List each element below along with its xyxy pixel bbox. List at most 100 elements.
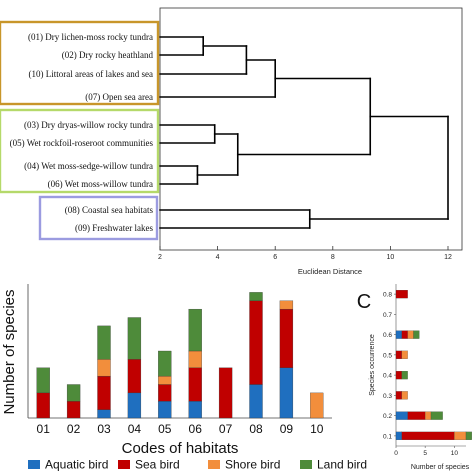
- dendrogram-leaf-label: (01) Dry lichen-moss rocky tundra: [28, 32, 153, 42]
- bar-segment: [158, 375, 172, 385]
- bar-segment: [218, 367, 233, 419]
- occurrence-bar-segment: [395, 391, 402, 400]
- occurrence-x-tick-label: 10: [451, 450, 459, 457]
- occurrence-y-tick-label: 0.4: [383, 373, 392, 380]
- legend-label: Aquatic bird: [45, 458, 108, 472]
- dendrogram-leaf-label: (09) Freshwater lakes: [75, 223, 153, 233]
- occurrence-bar-segment: [401, 391, 408, 400]
- bar-segment: [36, 367, 50, 394]
- occurrence-bar-segment: [413, 330, 420, 339]
- bar-segment: [97, 359, 111, 377]
- bar-x-tick-label: 09: [280, 422, 294, 436]
- bar-x-tick-label: 10: [310, 422, 324, 436]
- occurrence-bar-segment: [395, 431, 402, 440]
- bar-segment: [188, 308, 202, 352]
- panel-label: C: [357, 291, 371, 313]
- legend-swatch: [118, 460, 130, 469]
- bar-segment: [188, 401, 202, 419]
- bar-segment: [279, 367, 294, 419]
- bar-x-tick-label: 06: [189, 422, 203, 436]
- occurrence-bar-segment: [395, 371, 402, 380]
- occurrence-y-tick-label: 0.6: [383, 332, 392, 339]
- occurrence-y-axis-label: Species occurrence: [369, 334, 376, 396]
- occurrence-bar-segment: [425, 411, 432, 420]
- bar-segment: [188, 350, 202, 368]
- occurrence-bar-segment: [401, 330, 408, 339]
- bar-x-tick-label: 05: [158, 422, 172, 436]
- bar-segment: [279, 300, 294, 310]
- bar-segment: [249, 292, 263, 301]
- bar-x-tick-label: 08: [249, 422, 263, 436]
- occurrence-bar-segment: [401, 350, 408, 359]
- dendrogram-frame: [159, 7, 463, 251]
- bar-segment: [158, 384, 172, 402]
- occurrence-bar-segment: [430, 411, 443, 420]
- occurrence-x-tick-label: 5: [423, 450, 427, 457]
- dendrogram-leaf-label: (07) Open sea area: [85, 92, 153, 102]
- occurrence-bar-segment: [401, 371, 408, 380]
- bar-segment: [158, 350, 172, 377]
- occurrence-bar-segment: [395, 330, 402, 339]
- bar-segment: [127, 359, 142, 394]
- bar-segment: [97, 409, 111, 419]
- dendrogram-leaf-label: (04) Wet moss-sedge-willow tundra: [24, 161, 153, 171]
- legend-label: Land bird: [317, 458, 367, 472]
- occurrence-bar-segment: [395, 290, 408, 299]
- bar-x-axis-label: Codes of habitats: [122, 440, 239, 457]
- bar-x-tick-label: 02: [67, 422, 81, 436]
- dendrogram-leaf-label: (03) Dry dryas-willow rocky tundra: [24, 120, 153, 130]
- occurrence-y-tick-label: 0.8: [383, 292, 392, 299]
- occurrence-y-tick-label: 0.1: [383, 433, 392, 440]
- occurrence-y-tick-label: 0.3: [383, 393, 392, 400]
- dendrogram-x-tick-label: 4: [216, 254, 220, 261]
- bar-x-tick-label: 03: [97, 422, 111, 436]
- bar-x-tick-label: 07: [219, 422, 233, 436]
- occurrence-bar-segment: [401, 431, 455, 440]
- cluster-group-box: [0, 108, 160, 194]
- dendrogram-leaf-label: (05) Wet rockfoil-roseroot communities: [10, 138, 154, 148]
- legend-swatch: [300, 460, 312, 469]
- occurrence-y-tick-label: 0.5: [383, 352, 392, 359]
- occurrence-y-tick-label: 0.2: [383, 413, 392, 420]
- dendrogram-x-axis-label: Euclidean Distance: [298, 267, 362, 276]
- occurrence-bar-segment: [465, 431, 472, 440]
- bar-segment: [310, 392, 324, 419]
- bar-segment: [97, 325, 111, 360]
- legend-label: Sea bird: [135, 458, 180, 472]
- legend-swatch: [208, 460, 220, 469]
- bar-segment: [66, 401, 81, 419]
- dendrogram-leaf-label: (08) Coastal sea habitats: [65, 205, 154, 215]
- bar-segment: [97, 375, 111, 410]
- cluster-group-box: [0, 20, 160, 106]
- bar-x-tick-label: 01: [37, 422, 51, 436]
- cluster-group-box: [38, 195, 159, 241]
- bar-segment: [127, 392, 142, 419]
- dendrogram-x-tick-label: 10: [387, 254, 395, 261]
- dendrogram-leaf-label: (06) Wet moss-willow tundra: [48, 179, 153, 189]
- dendrogram-x-tick-label: 6: [273, 254, 277, 261]
- dendrogram-leaf-label: (10) Littoral areas of lakes and sea: [29, 69, 153, 79]
- bar-x-tick-label: 04: [128, 422, 142, 436]
- bar-segment: [66, 384, 81, 402]
- bar-segment: [188, 367, 202, 402]
- occurrence-x-tick-label: 0: [394, 450, 398, 457]
- species-occurrence-panel: C 0.1 0.2 0.3 0.4 0.5 0.6 0.7 0.8 0 5 10 Number of s…: [357, 284, 472, 471]
- dendrogram-panel: 2 4 6 8 10 12 Euclidean Distance (01) Dry liche…: [0, 7, 463, 276]
- bar-segment: [127, 317, 142, 360]
- legend-swatch: [28, 460, 40, 469]
- species-bar-chart-panel: 01 02 03 04 05 06 07 08 09 10 Codes of habitats Num…: [1, 284, 367, 472]
- bar-y-axis-label: Number of species: [1, 289, 18, 414]
- dendrogram-x-tick-label: 2: [158, 254, 162, 261]
- legend-label: Shore bird: [225, 458, 280, 472]
- dendrogram-leaf-label: (02) Dry rocky heathland: [62, 50, 154, 60]
- occurrence-x-axis-label: Number of species: [411, 464, 470, 471]
- bar-segment: [249, 384, 263, 419]
- occurrence-bar-segment: [454, 431, 467, 440]
- dendrogram-x-tick-label: 12: [444, 254, 452, 261]
- bar-segment: [158, 401, 172, 419]
- bar-segment: [279, 308, 294, 368]
- bar-segment: [36, 392, 50, 419]
- occurrence-bar-segment: [407, 330, 414, 339]
- occurrence-bar-segment: [395, 411, 408, 420]
